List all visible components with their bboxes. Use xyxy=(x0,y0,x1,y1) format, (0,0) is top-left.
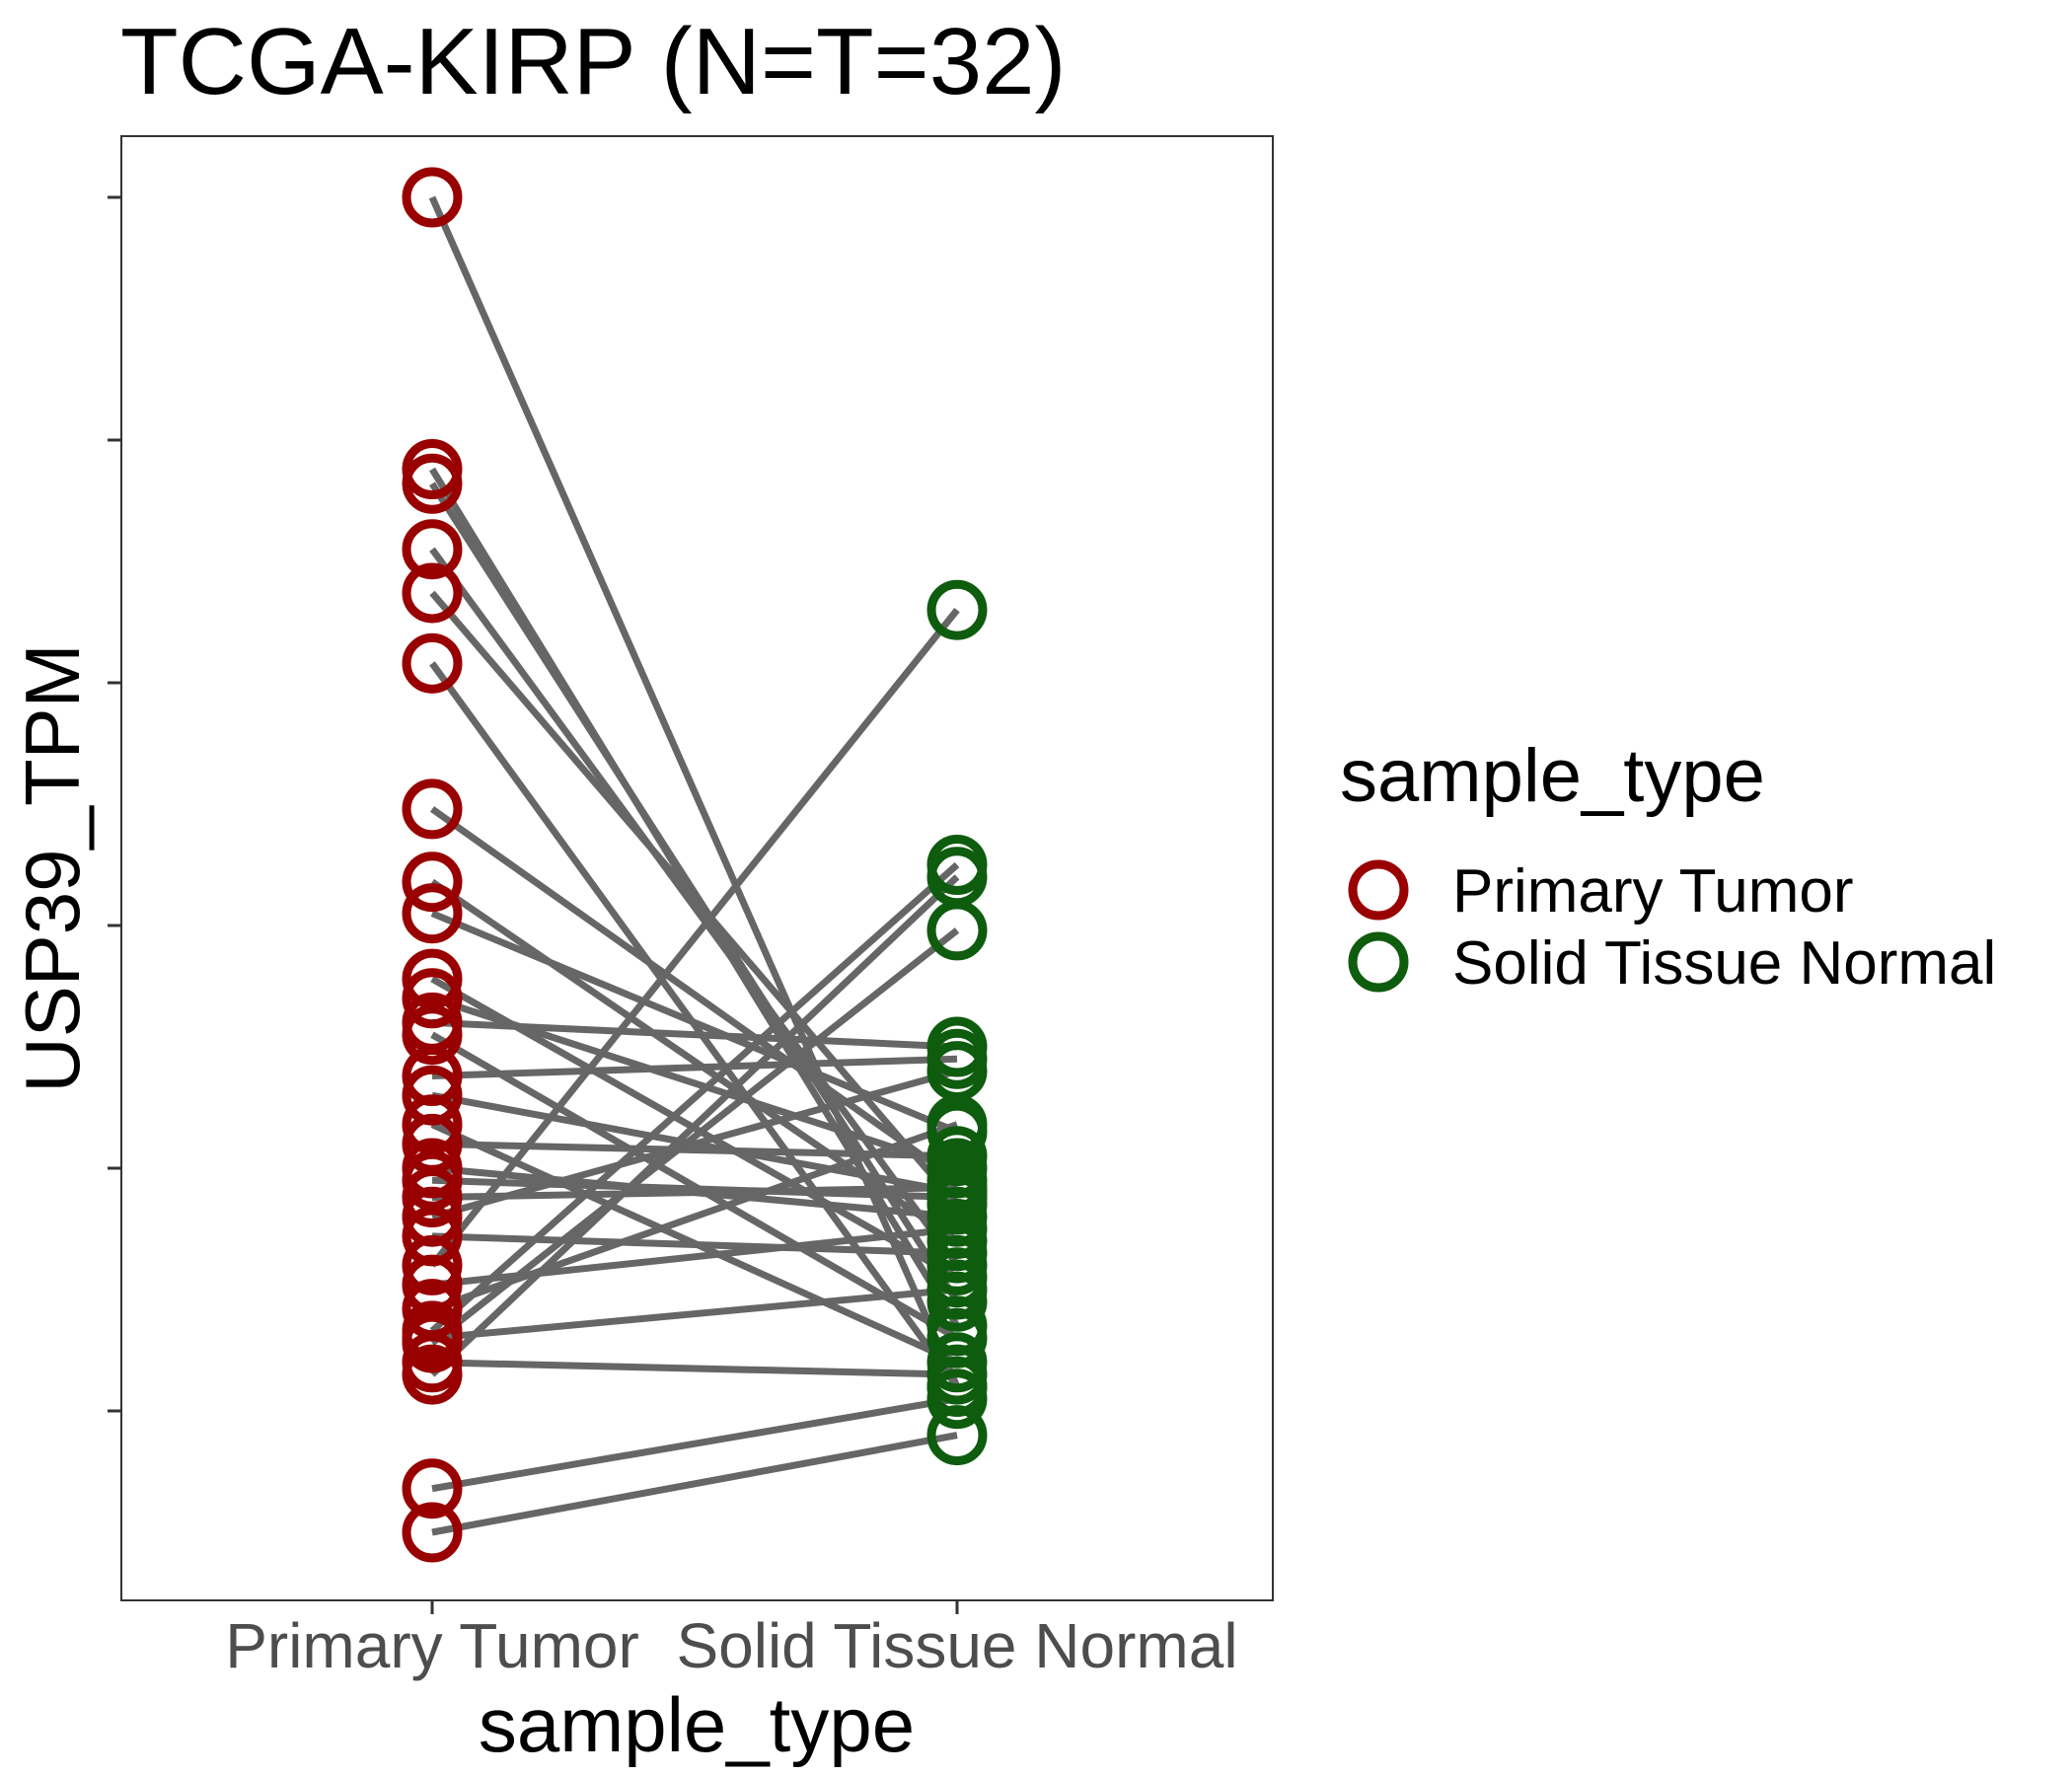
normal-point-16 xyxy=(926,1126,988,1187)
legend-label-primary-tumor: Primary Tumor xyxy=(1452,857,1853,925)
y-axis-title: USP39_TPM xyxy=(9,643,96,1092)
tumor-point-18 xyxy=(402,1149,463,1211)
data-points xyxy=(402,167,988,1563)
pair-line-3 xyxy=(429,547,960,1268)
tumor-point-2 xyxy=(402,453,463,514)
y-axis-ticks xyxy=(108,195,121,1413)
pair-line-28 xyxy=(431,1359,958,1378)
pair-line-4 xyxy=(429,590,960,1208)
normal-point-30 xyxy=(926,1369,988,1430)
legend-key-primary-tumor xyxy=(1348,859,1409,921)
pair-line-27 xyxy=(429,927,960,1346)
pair-line-20 xyxy=(431,1068,958,1221)
normal-point-22 xyxy=(926,579,988,640)
tumor-point-27 xyxy=(402,1312,463,1373)
tumor-point-5 xyxy=(402,632,463,694)
pair-line-2 xyxy=(429,481,960,1304)
tumor-point-0 xyxy=(402,167,463,228)
legend-key-solid-tissue-normal xyxy=(1348,931,1409,993)
tumor-point-12 xyxy=(402,1004,463,1066)
pair-lines xyxy=(428,195,961,1536)
pair-line-21 xyxy=(431,1232,958,1257)
normal-point-31 xyxy=(926,1405,988,1466)
normal-point-21 xyxy=(926,1222,988,1284)
tumor-point-7 xyxy=(402,851,463,913)
tumor-point-6 xyxy=(402,778,463,840)
tumor-point-15 xyxy=(402,1094,463,1155)
tumor-point-31 xyxy=(402,1502,463,1563)
chart-title: TCGA-KIRP (N=T=32) xyxy=(120,9,1066,114)
pair-line-31 xyxy=(431,1432,958,1536)
x-axis-ticks xyxy=(430,1600,959,1614)
normal-point-19 xyxy=(926,1157,988,1219)
x-tick-label-solid-tissue-normal: Solid Tissue Normal xyxy=(676,1610,1237,1681)
pair-line-11 xyxy=(431,1018,958,1051)
normal-point-26 xyxy=(926,1259,988,1320)
tumor-point-3 xyxy=(402,519,463,580)
plot-panel xyxy=(120,135,1274,1601)
tumor-point-9 xyxy=(402,948,463,1009)
pair-line-30 xyxy=(431,1395,958,1493)
pair-line-18 xyxy=(431,1176,958,1202)
normal-point-23 xyxy=(926,1199,988,1259)
tumor-point-22 xyxy=(402,1234,463,1295)
x-tick-label-primary-tumor: Primary Tumor xyxy=(225,1610,639,1681)
normal-point-28 xyxy=(926,1344,988,1405)
pair-line-13 xyxy=(431,1055,958,1080)
legend: sample_type Primary Tumor Solid Tissue N… xyxy=(1340,734,1996,998)
tumor-point-8 xyxy=(402,883,463,944)
pair-line-22 xyxy=(429,608,960,1268)
tumor-point-4 xyxy=(402,562,463,624)
x-axis-title: sample_type xyxy=(479,1681,915,1768)
tumor-point-19 xyxy=(402,1167,463,1228)
legend-label-solid-tissue-normal: Solid Tissue Normal xyxy=(1452,929,1996,998)
pair-line-26 xyxy=(431,1286,958,1342)
pair-line-25 xyxy=(429,861,960,1334)
normal-point-29 xyxy=(926,847,988,908)
legend-title: sample_type xyxy=(1340,734,1765,818)
pair-line-7 xyxy=(430,878,959,1244)
tumor-point-30 xyxy=(402,1458,463,1519)
tumor-point-29 xyxy=(402,1344,463,1405)
pair-line-6 xyxy=(429,806,960,1184)
normal-point-24 xyxy=(926,1094,988,1155)
pair-line-29 xyxy=(429,874,960,1377)
tumor-point-10 xyxy=(402,968,463,1029)
